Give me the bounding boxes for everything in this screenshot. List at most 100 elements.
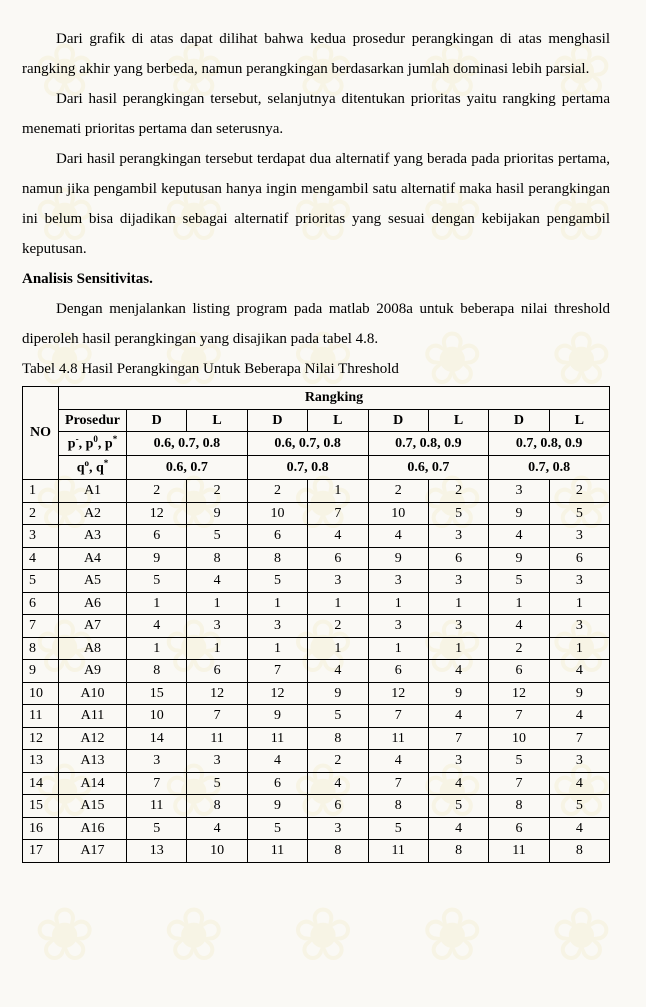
cell-value: 4 [428, 705, 488, 728]
rangking-table: NO Rangking Prosedur D L D L D L D L p-,… [22, 386, 610, 863]
cell-no: 12 [23, 727, 59, 750]
cell-value: 10 [368, 502, 428, 525]
cell-value: 3 [368, 570, 428, 593]
paragraph-3: Dari hasil perangkingan tersebut terdapa… [22, 144, 610, 264]
table-row: 15A15118968585 [23, 795, 610, 818]
cell-value: 4 [308, 525, 368, 548]
cell-value: 7 [489, 772, 549, 795]
cell-value: 6 [308, 795, 368, 818]
cell-value: 3 [549, 750, 609, 773]
th-qset-2: 0.7, 0.8 [247, 456, 368, 480]
table-row: 8A811111121 [23, 637, 610, 660]
cell-value: 5 [187, 525, 247, 548]
cell-value: 4 [489, 525, 549, 548]
cell-value: 4 [187, 817, 247, 840]
cell-value: 1 [308, 637, 368, 660]
cell-value: 9 [247, 705, 307, 728]
cell-no: 16 [23, 817, 59, 840]
cell-alt: A12 [59, 727, 127, 750]
cell-value: 6 [187, 660, 247, 683]
table-caption: Tabel 4.8 Hasil Perangkingan Untuk Beber… [22, 354, 610, 384]
cell-value: 2 [549, 480, 609, 503]
cell-value: 8 [489, 795, 549, 818]
cell-value: 1 [428, 592, 488, 615]
cell-value: 2 [428, 480, 488, 503]
cell-value: 7 [428, 727, 488, 750]
cell-value: 2 [368, 480, 428, 503]
th-pset-3: 0.7, 0.8, 0.9 [368, 432, 489, 456]
cell-value: 10 [127, 705, 187, 728]
cell-value: 5 [368, 817, 428, 840]
cell-value: 9 [247, 795, 307, 818]
cell-value: 9 [187, 502, 247, 525]
cell-value: 11 [489, 840, 549, 863]
table-row: 2A212910710595 [23, 502, 610, 525]
th-D-3: D [368, 409, 428, 432]
cell-value: 4 [549, 772, 609, 795]
cell-value: 11 [368, 840, 428, 863]
cell-no: 10 [23, 682, 59, 705]
cell-value: 11 [247, 727, 307, 750]
cell-value: 5 [308, 705, 368, 728]
cell-alt: A15 [59, 795, 127, 818]
cell-value: 8 [428, 840, 488, 863]
th-L-1: L [187, 409, 247, 432]
cell-value: 2 [187, 480, 247, 503]
cell-alt: A13 [59, 750, 127, 773]
cell-value: 5 [247, 570, 307, 593]
cell-value: 8 [368, 795, 428, 818]
table-row: 10A101512129129129 [23, 682, 610, 705]
cell-value: 7 [308, 502, 368, 525]
cell-value: 9 [549, 682, 609, 705]
th-pset-4: 0.7, 0.8, 0.9 [489, 432, 610, 456]
cell-alt: A16 [59, 817, 127, 840]
cell-value: 1 [368, 592, 428, 615]
cell-no: 4 [23, 547, 59, 570]
cell-value: 11 [127, 795, 187, 818]
cell-value: 3 [428, 570, 488, 593]
table-row: 16A1654535464 [23, 817, 610, 840]
table-row: 3A365644343 [23, 525, 610, 548]
cell-value: 12 [127, 502, 187, 525]
cell-value: 1 [187, 637, 247, 660]
cell-value: 8 [187, 795, 247, 818]
cell-value: 3 [127, 750, 187, 773]
paragraph-4: Dengan menjalankan listing program pada … [22, 294, 610, 354]
th-L-2: L [308, 409, 368, 432]
th-qset-1: 0.6, 0.7 [127, 456, 248, 480]
cell-value: 3 [187, 750, 247, 773]
cell-value: 1 [308, 480, 368, 503]
cell-value: 4 [549, 705, 609, 728]
cell-value: 3 [428, 525, 488, 548]
cell-value: 4 [549, 817, 609, 840]
cell-value: 8 [308, 840, 368, 863]
cell-value: 7 [489, 705, 549, 728]
table-row: 9A986746464 [23, 660, 610, 683]
cell-value: 1 [368, 637, 428, 660]
cell-value: 9 [368, 547, 428, 570]
cell-alt: A11 [59, 705, 127, 728]
cell-no: 7 [23, 615, 59, 638]
cell-value: 4 [368, 750, 428, 773]
table-row: 4A498869696 [23, 547, 610, 570]
th-p-row: p-, p0, p* [59, 432, 127, 456]
cell-value: 3 [549, 615, 609, 638]
cell-value: 4 [127, 615, 187, 638]
cell-value: 10 [187, 840, 247, 863]
cell-value: 1 [187, 592, 247, 615]
cell-value: 11 [368, 727, 428, 750]
cell-no: 3 [23, 525, 59, 548]
cell-no: 1 [23, 480, 59, 503]
cell-alt: A1 [59, 480, 127, 503]
cell-value: 12 [247, 682, 307, 705]
cell-value: 9 [308, 682, 368, 705]
th-rangking: Rangking [59, 387, 610, 410]
cell-value: 1 [308, 592, 368, 615]
cell-value: 2 [308, 615, 368, 638]
cell-alt: A4 [59, 547, 127, 570]
cell-value: 5 [428, 795, 488, 818]
cell-value: 12 [187, 682, 247, 705]
cell-value: 11 [187, 727, 247, 750]
cell-alt: A9 [59, 660, 127, 683]
cell-value: 6 [489, 817, 549, 840]
